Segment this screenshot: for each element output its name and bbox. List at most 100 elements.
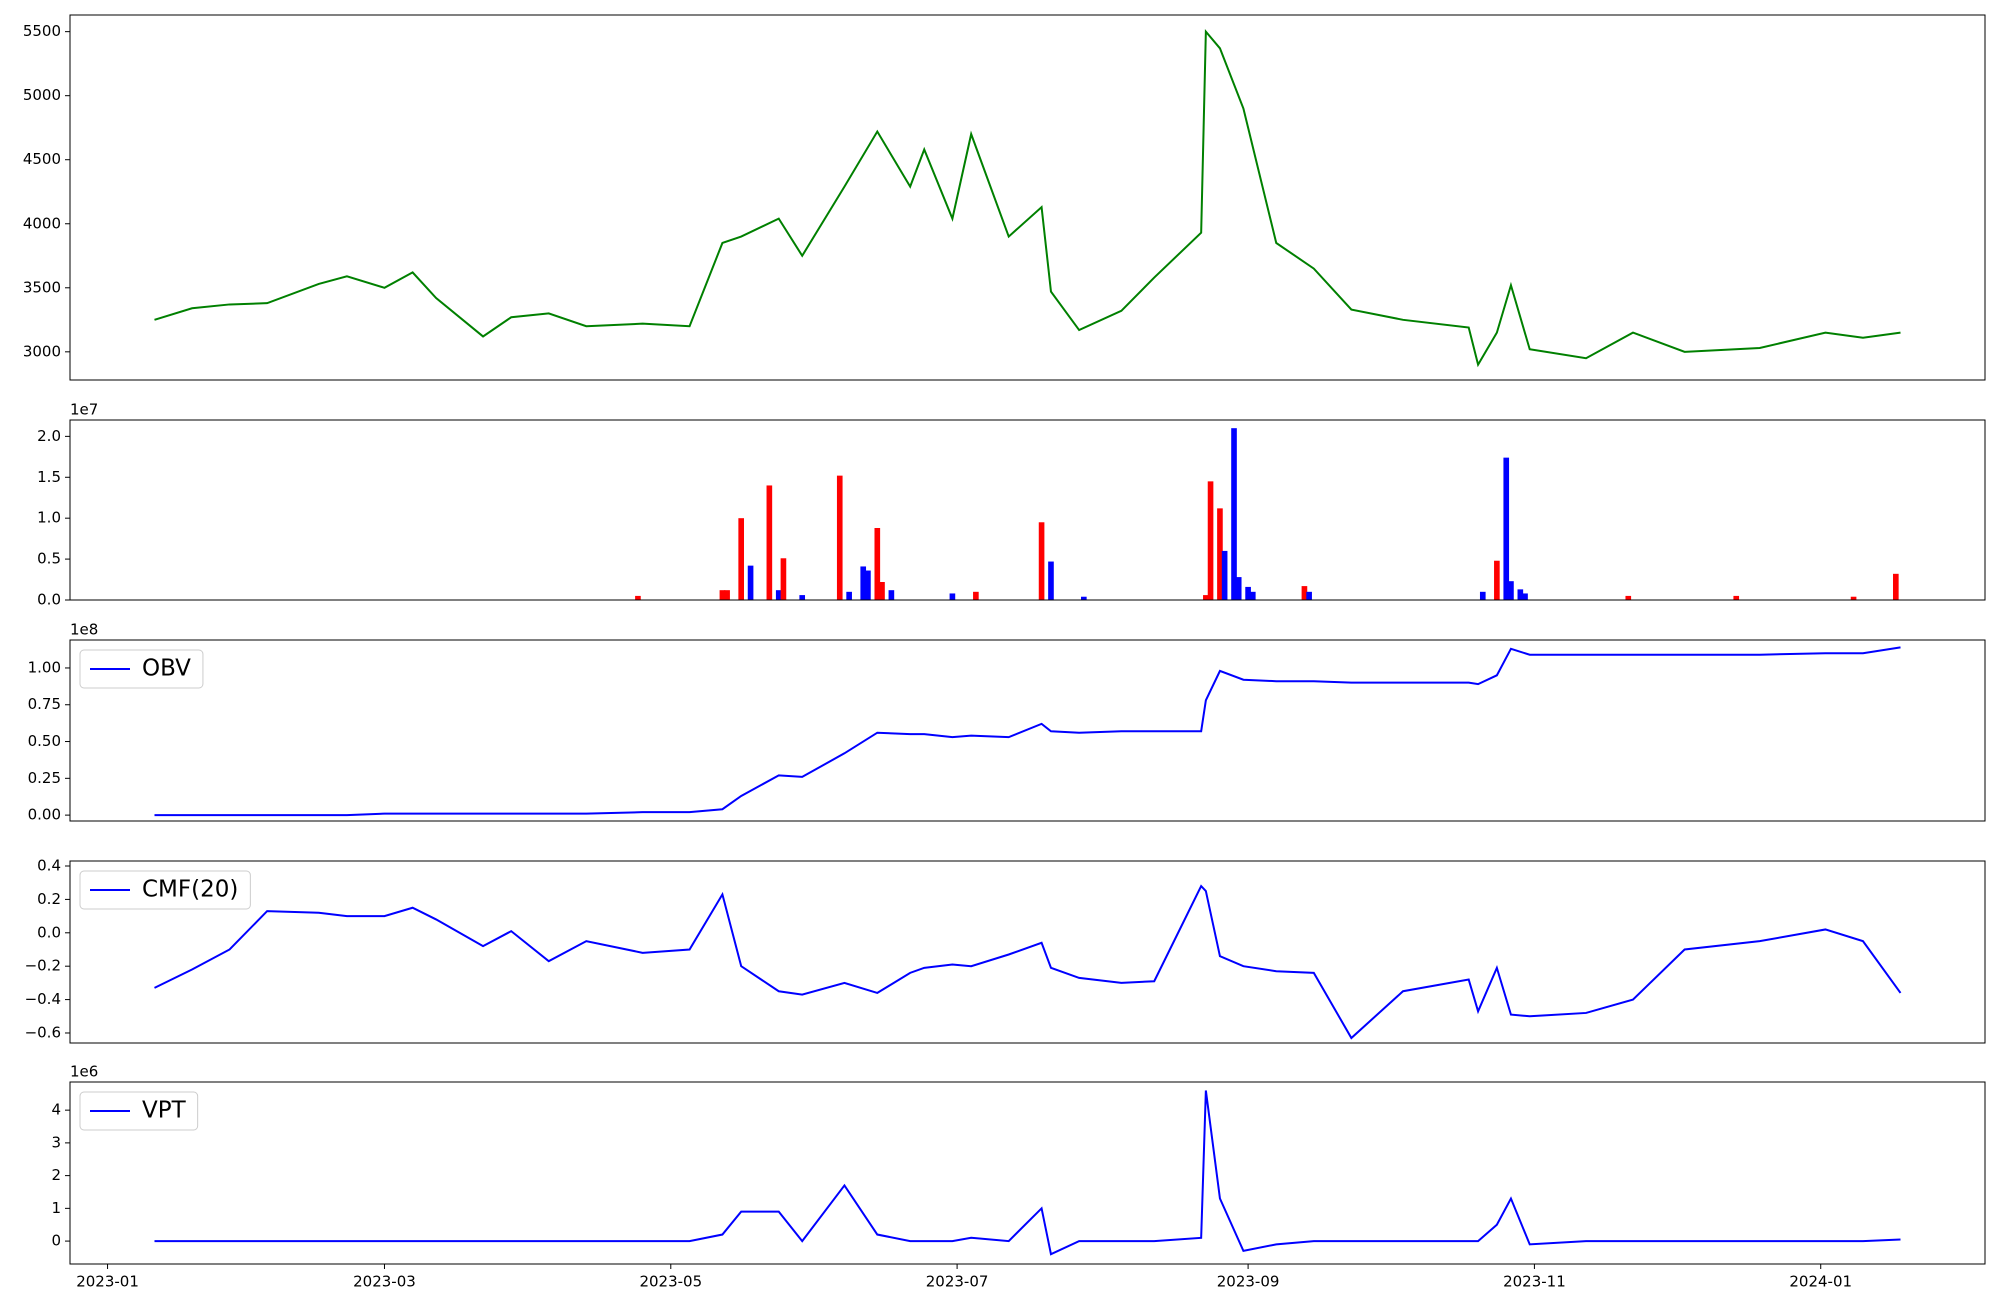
y-tick-label: 1 <box>51 1199 61 1217</box>
y-tick-label: 1.00 <box>28 658 61 676</box>
plot-area <box>154 884 1902 1040</box>
series-line <box>154 646 1901 817</box>
series-line <box>154 1090 1901 1256</box>
y-tick-label: 3 <box>51 1133 61 1151</box>
panel: 0.0 0.5 1.0 1.5 2.0 1e7 <box>37 401 1986 609</box>
plot-area <box>154 28 1901 368</box>
y-tick-label: 0.75 <box>28 695 61 713</box>
y-tick-label: 0.00 <box>28 806 61 824</box>
y-tick-label: −0.4 <box>25 990 61 1008</box>
axes-frame <box>69 1081 1986 1265</box>
panel: 0 1 2 3 4 2023-01 2023-03 2023-05 2023-07 2023-09… <box>51 1063 1986 1291</box>
plot-area <box>154 1090 1901 1256</box>
y-tick-label: 0.4 <box>37 857 61 875</box>
bar <box>1235 577 1242 600</box>
bar <box>766 485 773 600</box>
series-line <box>154 28 1901 368</box>
bar <box>780 558 787 600</box>
bar <box>879 582 885 600</box>
y-tick-label: 4000 <box>23 214 61 232</box>
x-tick-label: 2023-09 <box>1217 1273 1280 1291</box>
bar <box>973 591 979 600</box>
panel: 3000 3500 4000 4500 5000 5500 <box>23 14 1986 381</box>
bar <box>1893 573 1899 600</box>
legend-box <box>79 1091 199 1131</box>
bar <box>860 566 867 600</box>
y-tick-label: 5500 <box>23 22 61 40</box>
bar <box>1081 596 1087 600</box>
y-tick-label: −0.6 <box>25 1023 61 1041</box>
y-tick-label: 0.5 <box>37 550 61 568</box>
x-tick-label: 2023-05 <box>639 1273 702 1291</box>
axes-frame <box>69 860 1986 1044</box>
y-tick-label: 4 <box>51 1101 61 1119</box>
bar <box>1479 591 1486 600</box>
bar <box>1217 508 1223 600</box>
offset-label: 1e6 <box>70 1063 98 1081</box>
legend: OBV <box>79 649 204 689</box>
bar <box>1508 581 1514 600</box>
bar <box>719 590 726 600</box>
plot-area <box>154 646 1901 817</box>
bar <box>949 593 956 600</box>
y-tick-label: 0 <box>51 1232 61 1250</box>
bar <box>747 565 754 600</box>
bar <box>1249 591 1256 600</box>
bar <box>846 591 852 600</box>
bar <box>1522 593 1528 600</box>
bar <box>865 570 871 600</box>
bar <box>1048 561 1054 600</box>
y-tick-label: 0.50 <box>28 732 61 750</box>
y-tick-label: 0.2 <box>37 890 61 908</box>
y-tick-label: −0.2 <box>25 957 61 975</box>
bar <box>1733 595 1740 600</box>
y-tick-label: 0.25 <box>28 769 61 787</box>
series-line <box>154 884 1902 1040</box>
axes-frame <box>69 639 1986 822</box>
bar <box>799 595 806 600</box>
y-tick-label: 1.0 <box>37 509 61 527</box>
legend-label: OBV <box>142 656 191 682</box>
plot-area <box>635 428 1899 600</box>
legend-label: VPT <box>142 1098 187 1124</box>
y-tick-label: 2.0 <box>37 427 61 445</box>
x-tick-label: 2023-03 <box>353 1273 416 1291</box>
axes-frame <box>69 14 1986 381</box>
bar <box>1207 481 1214 600</box>
bar <box>738 518 745 600</box>
bar <box>775 590 782 600</box>
axes-frame <box>69 419 1986 601</box>
bar <box>635 595 641 600</box>
x-tick-label: 2023-07 <box>926 1273 989 1291</box>
panel: 0.00 0.25 0.50 0.75 1.00 1e8 OBV <box>28 621 1986 824</box>
x-tick-label: 2023-11 <box>1503 1273 1566 1291</box>
legend: CMF(20) <box>79 870 251 910</box>
bar <box>1301 586 1308 600</box>
y-tick-label: 4500 <box>23 150 61 168</box>
bar <box>1245 586 1251 600</box>
bar <box>724 590 730 600</box>
x-tick-label: 2024-01 <box>1789 1273 1852 1291</box>
bar <box>1503 457 1510 600</box>
y-tick-label: 1.5 <box>37 468 61 486</box>
bar <box>888 590 895 600</box>
bar <box>1625 595 1632 600</box>
bar <box>1517 589 1524 600</box>
x-tick-label: 2023-01 <box>76 1273 139 1291</box>
bar <box>1231 428 1237 600</box>
panel: 0.4 0.2 0.0 −0.2 −0.4 −0.6 CMF(20) <box>25 857 1986 1044</box>
bar <box>1850 596 1857 600</box>
offset-label: 1e8 <box>70 621 98 639</box>
y-tick-label: 5000 <box>23 86 61 104</box>
bar <box>1221 550 1228 600</box>
y-tick-label: 3500 <box>23 278 61 296</box>
offset-label: 1e7 <box>70 401 98 419</box>
bar <box>874 528 881 600</box>
bar <box>1203 595 1209 600</box>
bar <box>1306 591 1312 600</box>
legend-box <box>79 870 251 910</box>
y-tick-label: 3000 <box>23 342 61 360</box>
y-tick-label: 0.0 <box>37 923 61 941</box>
legend: VPT <box>79 1091 199 1131</box>
